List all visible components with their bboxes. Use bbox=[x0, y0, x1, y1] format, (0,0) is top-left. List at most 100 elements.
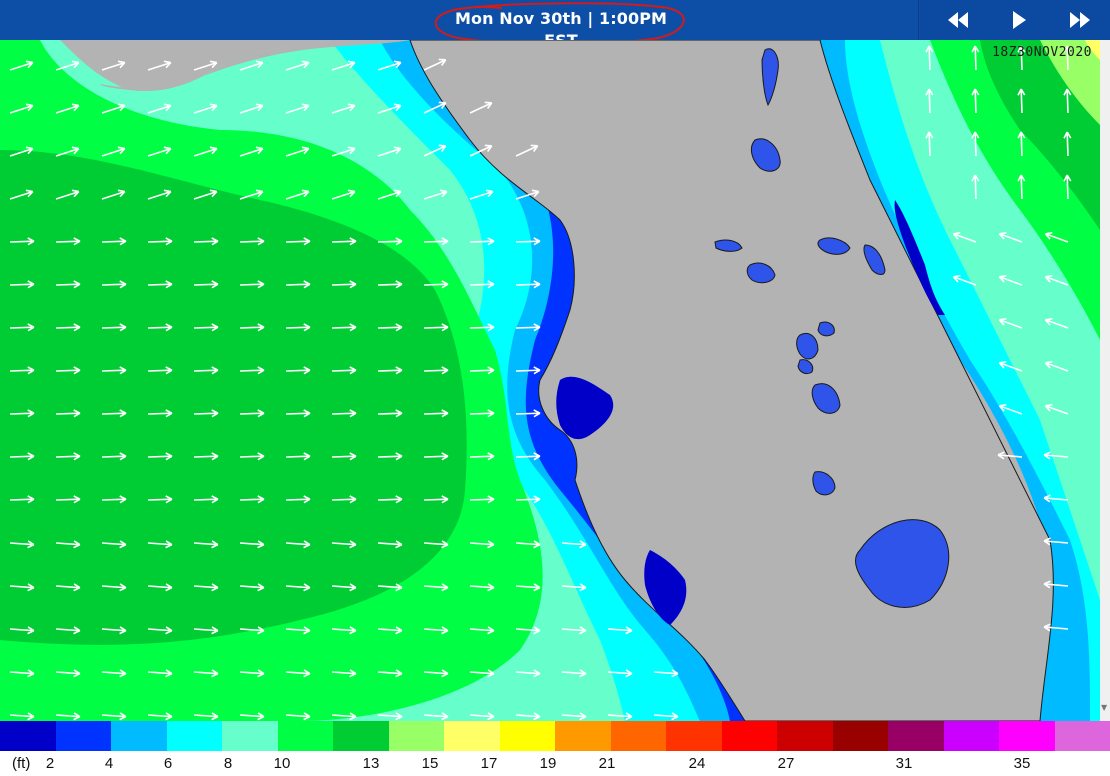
wave-arrow bbox=[515, 366, 541, 375]
wave-arrow bbox=[952, 274, 977, 286]
scroll-down-icon[interactable]: ▼ bbox=[1101, 703, 1108, 712]
legend-swatch bbox=[499, 721, 555, 751]
wave-arrow bbox=[55, 712, 81, 721]
wave-arrow bbox=[607, 626, 633, 635]
wave-arrow bbox=[239, 495, 265, 504]
wave-arrow bbox=[1043, 494, 1069, 503]
scroll-strip[interactable] bbox=[1100, 40, 1110, 721]
wave-arrow bbox=[147, 189, 172, 200]
wave-arrow bbox=[331, 237, 357, 246]
legend-label: 13 bbox=[362, 755, 380, 772]
legend-swatch bbox=[999, 721, 1055, 751]
lake bbox=[746, 262, 776, 284]
lake bbox=[811, 383, 841, 414]
wave-arrow bbox=[1044, 274, 1069, 286]
legend-swatch bbox=[1054, 721, 1110, 751]
wave-arrow bbox=[193, 409, 219, 418]
wave-arrow bbox=[193, 712, 219, 721]
wave-arrow bbox=[193, 540, 219, 549]
wave-arrow bbox=[239, 323, 265, 332]
wave-arrow bbox=[101, 189, 126, 200]
wave-arrow bbox=[561, 712, 587, 721]
play-icon bbox=[1013, 11, 1026, 29]
wave-arrow bbox=[971, 131, 980, 157]
lake-okeechobee bbox=[855, 519, 950, 608]
wave-arrow bbox=[377, 103, 402, 114]
wave-arrow bbox=[147, 669, 173, 678]
wave-arrow bbox=[377, 366, 403, 375]
wave-arrow bbox=[285, 189, 310, 200]
wave-arrow bbox=[423, 583, 449, 592]
legend-label: 6 bbox=[163, 755, 173, 772]
wave-height-map[interactable]: 18Z30NOV2020 bbox=[0, 40, 1100, 721]
wave-arrow bbox=[998, 360, 1023, 372]
playback-controls bbox=[920, 0, 1110, 40]
tampa-bay bbox=[556, 376, 614, 440]
wave-arrow bbox=[971, 45, 980, 71]
wave-arrow bbox=[1063, 131, 1072, 157]
legend-label: 35 bbox=[1013, 755, 1031, 772]
wave-arrow bbox=[285, 60, 310, 71]
wave-arrow bbox=[239, 669, 265, 678]
wave-arrow bbox=[147, 409, 173, 418]
lake bbox=[863, 244, 886, 275]
wave-arrow bbox=[193, 189, 218, 200]
wave-arrow bbox=[515, 583, 541, 592]
wave-arrow bbox=[561, 540, 587, 549]
header-divider bbox=[918, 0, 919, 40]
wave-arrow bbox=[515, 280, 541, 289]
wave-arrow bbox=[423, 495, 449, 504]
wave-arrow bbox=[331, 540, 357, 549]
wave-arrow bbox=[331, 103, 356, 114]
legend-label: 21 bbox=[598, 755, 616, 772]
wave-arrow bbox=[515, 540, 541, 549]
wave-arrow bbox=[1063, 88, 1072, 114]
rewind-button[interactable] bbox=[938, 6, 978, 34]
wave-arrow bbox=[193, 452, 219, 461]
wave-arrow bbox=[9, 495, 35, 504]
wave-arrow bbox=[193, 323, 219, 332]
wave-arrow bbox=[423, 366, 449, 375]
wave-arrow bbox=[469, 626, 495, 635]
wave-arrow bbox=[423, 409, 449, 418]
wave-arrow bbox=[193, 626, 219, 635]
wave-arrow bbox=[9, 237, 35, 246]
wave-arrow bbox=[469, 583, 495, 592]
wave-arrow bbox=[423, 101, 447, 114]
wave-arrow bbox=[9, 323, 35, 332]
wave-arrow bbox=[193, 60, 218, 71]
wave-arrow bbox=[515, 144, 539, 157]
wave-arrow bbox=[147, 237, 173, 246]
play-button[interactable] bbox=[999, 6, 1039, 34]
wave-arrow bbox=[239, 189, 264, 200]
lake bbox=[817, 321, 835, 337]
wave-arrow bbox=[239, 366, 265, 375]
wave-arrow bbox=[998, 403, 1023, 415]
wave-arrow bbox=[925, 45, 934, 71]
wave-arrow bbox=[147, 366, 173, 375]
wave-arrow bbox=[147, 60, 172, 71]
wave-arrow bbox=[377, 189, 402, 200]
wave-arrow bbox=[377, 409, 403, 418]
wave-arrow bbox=[101, 495, 127, 504]
wave-arrow bbox=[331, 366, 357, 375]
legend-label: 8 bbox=[223, 755, 233, 772]
wave-arrow bbox=[331, 409, 357, 418]
legend-label: 10 bbox=[273, 755, 291, 772]
wave-arrow bbox=[1017, 131, 1026, 157]
wave-arrow bbox=[423, 144, 447, 157]
wave-arrow bbox=[952, 231, 977, 243]
wave-arrow bbox=[423, 712, 449, 721]
lake bbox=[797, 359, 814, 375]
legend-swatch bbox=[888, 721, 944, 751]
wave-arrow bbox=[377, 626, 403, 635]
wave-arrow bbox=[285, 626, 311, 635]
wave-arrow bbox=[925, 88, 934, 114]
wave-arrow bbox=[971, 88, 980, 114]
wave-arrow bbox=[239, 452, 265, 461]
fast-forward-button[interactable] bbox=[1060, 6, 1100, 34]
wave-arrow bbox=[469, 712, 495, 721]
wave-arrow bbox=[193, 495, 219, 504]
legend-label: 4 bbox=[104, 755, 114, 772]
wave-arrow bbox=[55, 583, 81, 592]
